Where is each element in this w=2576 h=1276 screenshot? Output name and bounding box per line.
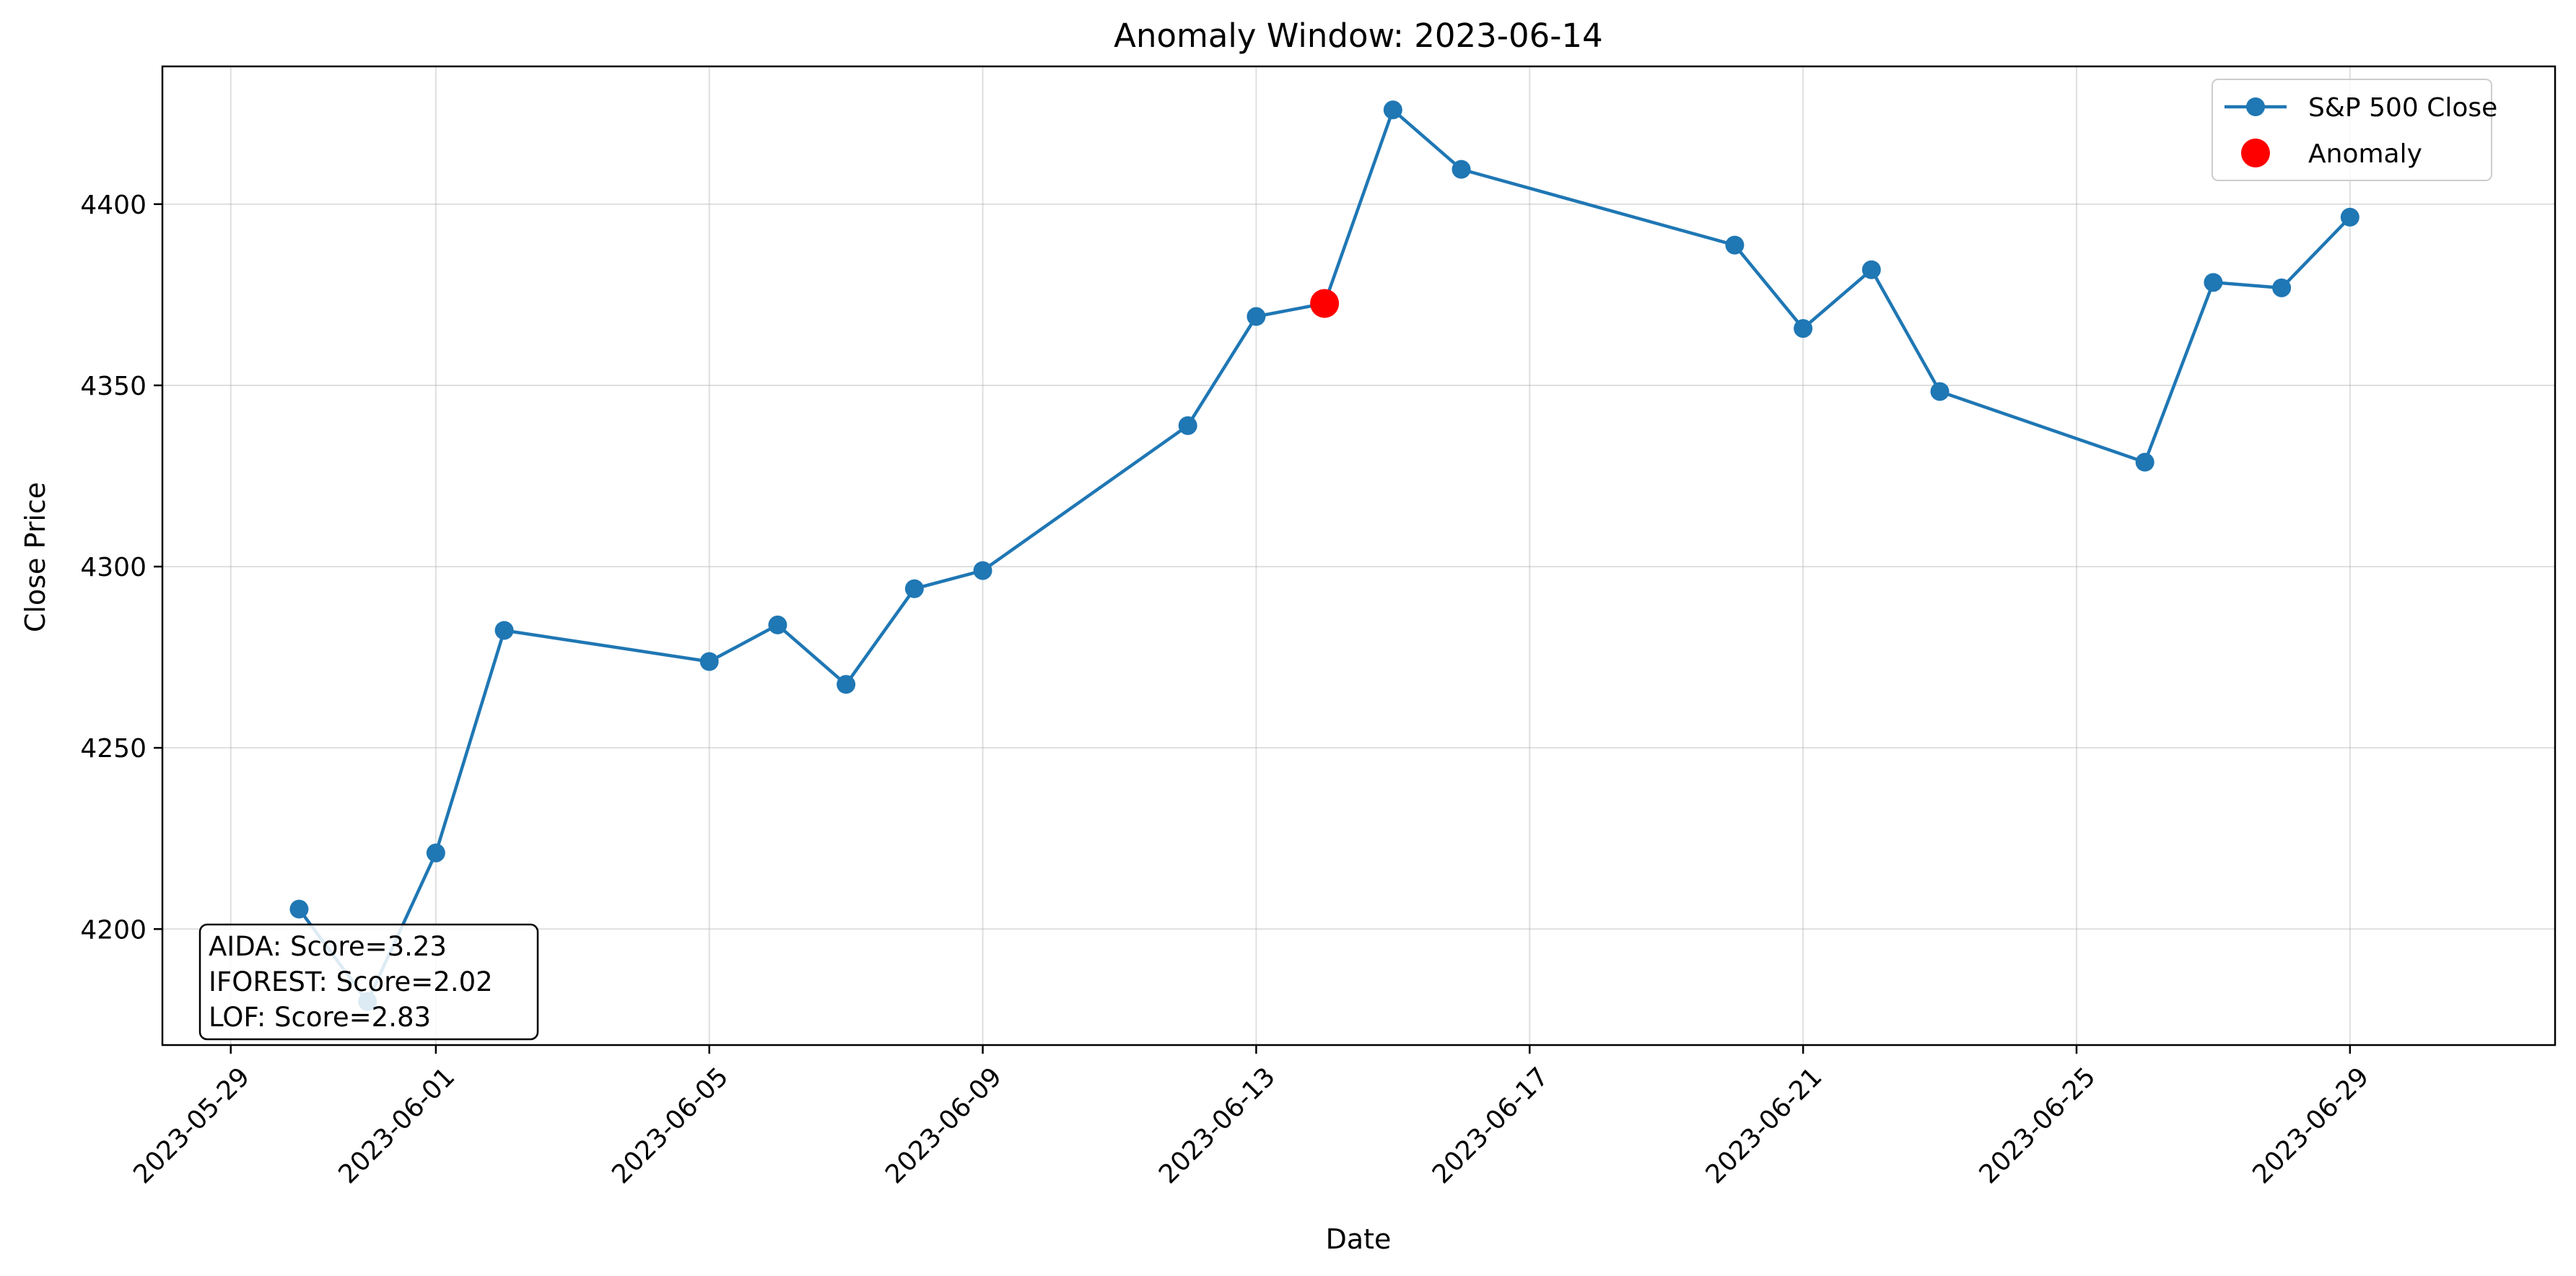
close-price-point [494, 621, 514, 640]
y-tick-label: 4250 [80, 734, 147, 764]
chart-title: Anomaly Window: 2023-06-14 [1114, 17, 1603, 55]
anomaly-point [1310, 289, 1340, 318]
close-price-point [1930, 382, 1950, 401]
legend-anomaly-swatch [2241, 139, 2270, 167]
close-price-point [426, 843, 445, 862]
legend-label-anomaly: Anomaly [2308, 139, 2422, 169]
score-line-lof: LOF: Score=2.83 [209, 1002, 431, 1033]
close-price-point [289, 899, 309, 919]
close-price-point [837, 675, 856, 694]
legend-label-close: S&P 500 Close [2308, 93, 2497, 123]
close-price-point [1178, 416, 1197, 435]
y-tick-label: 4200 [80, 915, 147, 945]
close-price-line [297, 108, 2352, 1003]
close-price-point [2340, 207, 2359, 227]
x-axis-label: Date [1326, 1223, 1392, 1255]
plot-area [289, 100, 2359, 1011]
legend-box [2212, 79, 2492, 181]
y-tick-label: 4350 [80, 372, 147, 401]
close-price-point [1451, 160, 1471, 179]
score-box [198, 923, 539, 1041]
plot-frame [161, 65, 2557, 1046]
close-price-point [1383, 100, 1402, 120]
close-price-point [904, 579, 924, 598]
y-tick-label: 4400 [80, 191, 147, 220]
close-price-point [2135, 453, 2154, 472]
close-price-point [1246, 307, 1266, 326]
y-axis-label: Close Price [19, 482, 51, 632]
close-price-point [768, 615, 787, 634]
close-price-point [2272, 278, 2292, 297]
close-price-point [973, 561, 992, 580]
y-axis: 4200 4250 4300 4350 4400 [80, 191, 162, 945]
score-line-aida: AIDA: Score=3.23 [209, 931, 447, 962]
close-price-point [1725, 235, 1745, 255]
score-line-iforest: IFOREST: Score=2.02 [209, 966, 493, 997]
close-price-point [699, 652, 719, 671]
close-price-point [2204, 273, 2223, 292]
close-price-point [1794, 319, 1813, 338]
score-annotation: AIDA: Score=3.23 IFOREST: Score=2.02 LOF… [198, 923, 539, 1041]
legend-marker-swatch [2246, 97, 2265, 116]
y-tick-label: 4300 [80, 553, 147, 582]
legend: S&P 500 Close Anomaly [2212, 79, 2497, 181]
close-price-point [1861, 260, 1881, 279]
